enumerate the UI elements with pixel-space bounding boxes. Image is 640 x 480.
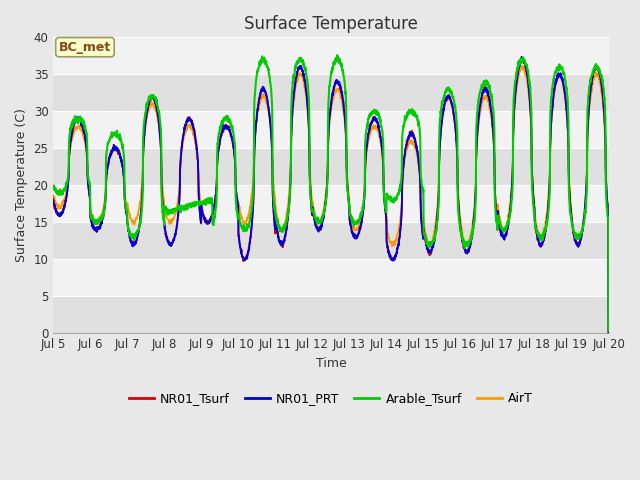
Bar	[53, 297, 609, 334]
Line: NR01_Tsurf: NR01_Tsurf	[53, 59, 609, 334]
Title: Surface Temperature: Surface Temperature	[244, 15, 418, 33]
Arable_Tsurf	[360, 204, 367, 209]
AirT	[519, 63, 527, 69]
NR01_PRT	[492, 212, 500, 218]
AirT	[49, 192, 57, 198]
Arable_Tsurf	[348, 214, 355, 219]
NR01_PRT	[49, 198, 57, 204]
Arable_Tsurf	[556, 65, 564, 71]
Arable_Tsurf	[605, 328, 612, 334]
AirT	[359, 204, 367, 209]
Line: AirT: AirT	[53, 66, 609, 332]
NR01_PRT	[347, 223, 355, 228]
Arable_Tsurf	[493, 217, 500, 223]
AirT	[605, 329, 612, 335]
Line: Arable_Tsurf: Arable_Tsurf	[53, 55, 609, 331]
NR01_PRT	[556, 73, 564, 79]
X-axis label: Time: Time	[316, 357, 346, 370]
Arable_Tsurf	[49, 186, 57, 192]
AirT	[572, 237, 579, 243]
NR01_Tsurf	[492, 209, 500, 215]
AirT	[492, 202, 500, 208]
Bar	[53, 74, 609, 111]
AirT	[204, 219, 212, 225]
NR01_Tsurf	[518, 56, 526, 61]
Bar	[53, 222, 609, 259]
Bar	[53, 111, 609, 148]
Arable_Tsurf	[572, 232, 579, 238]
NR01_Tsurf	[359, 210, 367, 216]
NR01_PRT	[518, 54, 525, 60]
Y-axis label: Surface Temperature (C): Surface Temperature (C)	[15, 108, 28, 262]
Legend: NR01_Tsurf, NR01_PRT, Arable_Tsurf, AirT: NR01_Tsurf, NR01_PRT, Arable_Tsurf, AirT	[124, 387, 538, 410]
NR01_PRT	[572, 236, 579, 242]
Bar	[53, 185, 609, 222]
NR01_PRT	[204, 219, 212, 225]
Bar	[53, 259, 609, 297]
Line: NR01_PRT: NR01_PRT	[53, 57, 609, 334]
Text: BC_met: BC_met	[59, 41, 111, 54]
NR01_Tsurf	[49, 195, 57, 201]
NR01_Tsurf	[572, 238, 579, 243]
AirT	[347, 216, 355, 221]
NR01_Tsurf	[556, 71, 564, 77]
NR01_Tsurf	[204, 220, 212, 226]
AirT	[556, 73, 564, 79]
Bar	[53, 37, 609, 74]
Bar	[53, 148, 609, 185]
Arable_Tsurf	[333, 52, 341, 58]
NR01_Tsurf	[347, 224, 355, 229]
Arable_Tsurf	[204, 200, 212, 205]
NR01_PRT	[359, 210, 367, 216]
NR01_Tsurf	[605, 331, 612, 336]
NR01_PRT	[605, 331, 612, 337]
